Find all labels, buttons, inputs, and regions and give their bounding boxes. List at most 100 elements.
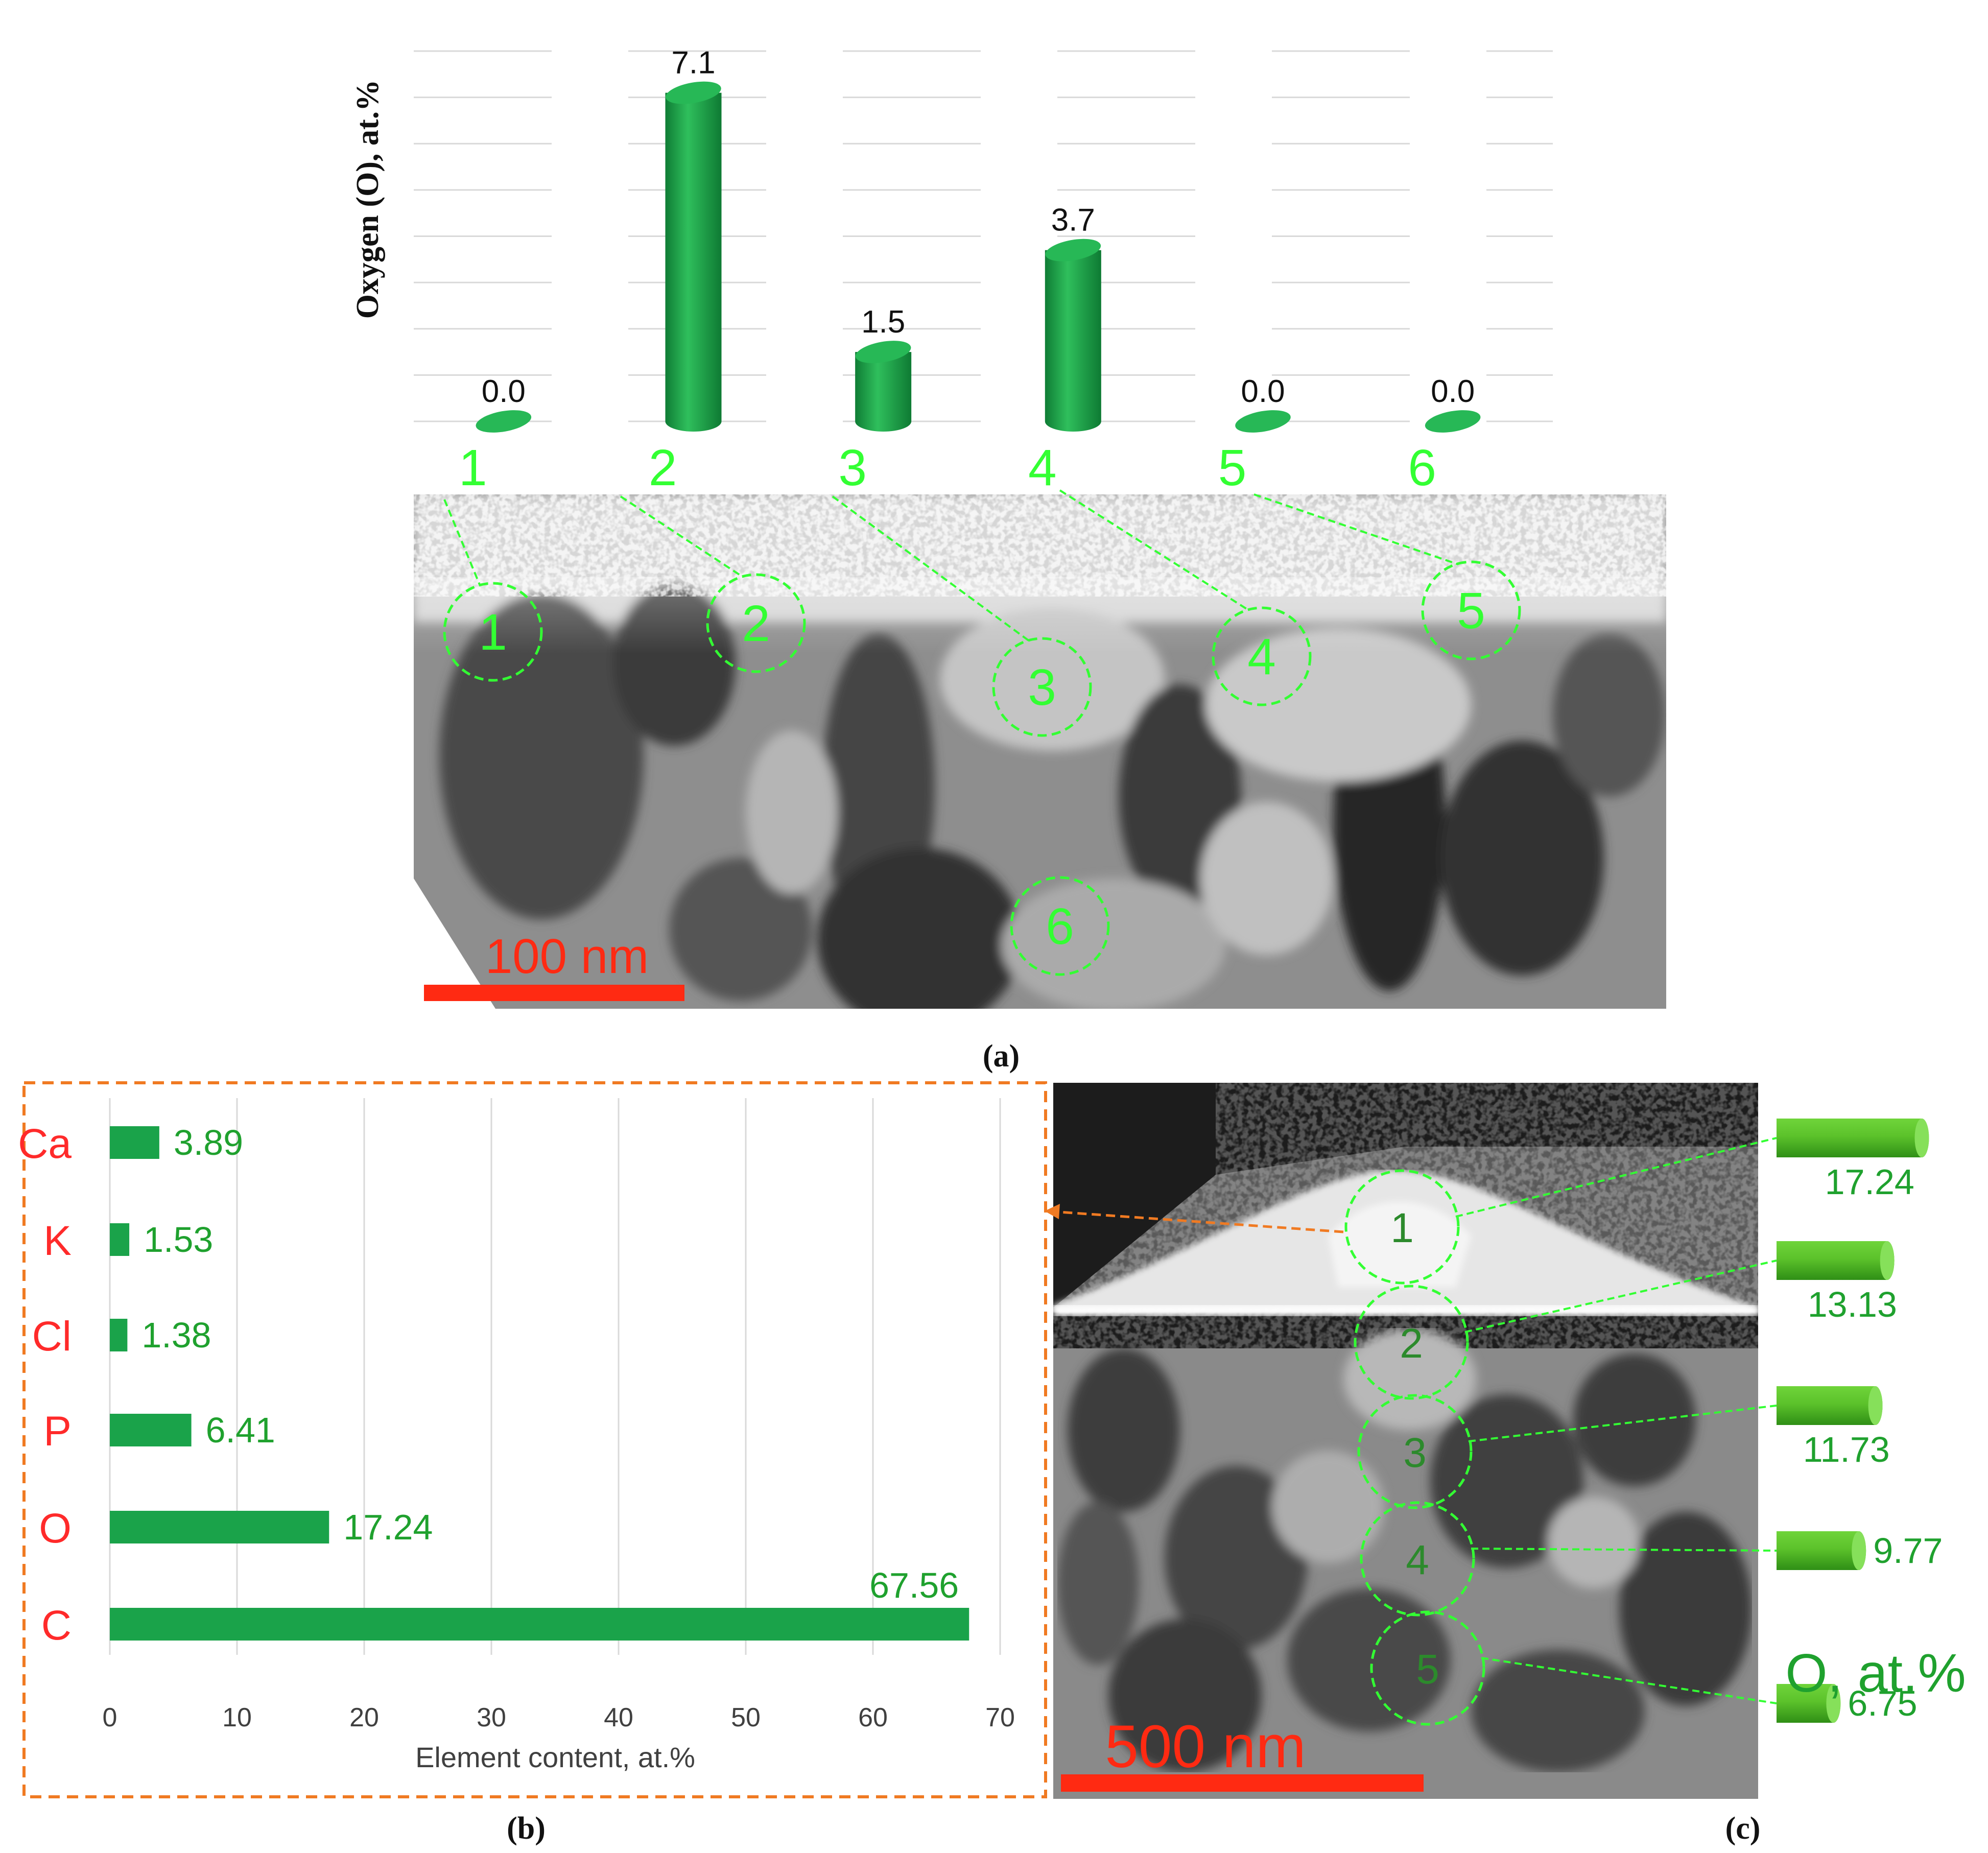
chart-a-ylabel: Oxygen (O), at.%: [350, 80, 385, 319]
scale-bar-c: [1061, 1774, 1424, 1792]
marker-circle: [1370, 1610, 1485, 1726]
category-label: 4: [1028, 439, 1057, 496]
value-label: 67.56: [869, 1565, 959, 1605]
bar: [110, 1126, 159, 1159]
marker-circle: [1212, 606, 1312, 706]
marker-circle: [706, 573, 806, 673]
value-label: 0.0: [482, 374, 526, 409]
marker-circle: [1344, 1169, 1460, 1285]
marker-5: 5: [1253, 493, 1521, 660]
value-label: 6.75: [1848, 1683, 1917, 1723]
marker-leader: [1464, 1260, 1777, 1333]
bar-cap: [1425, 410, 1481, 433]
value-label: 3.7: [1051, 203, 1095, 238]
panel-b-frame: [22, 1081, 1047, 1798]
chart-a-gridlines: [414, 50, 1553, 422]
bar-O: O 17.24: [39, 1505, 433, 1552]
bar-5: 0.05: [1218, 374, 1291, 496]
chart-b-xlabel: Element content, at.%: [415, 1741, 695, 1773]
marker-label: 1: [479, 604, 507, 661]
marker-circle: [1010, 876, 1110, 976]
marker-circle: [1354, 1285, 1469, 1400]
marker-5: 5: [1370, 1610, 1777, 1726]
tick-label: 40: [604, 1703, 633, 1732]
bar-4: 3.74: [1028, 203, 1101, 496]
bar-cap: [1045, 239, 1101, 262]
category-label: 5: [1218, 439, 1247, 496]
marker-label: 4: [1247, 628, 1276, 685]
bar-body: [855, 352, 912, 432]
panel-a: Oxygen (O), at.% 0.017.121.533.740.050.0…: [350, 45, 1666, 1074]
marker-leader: [1253, 493, 1459, 565]
bar-cap: [1914, 1119, 1929, 1157]
value-label: 13.13: [1808, 1285, 1897, 1324]
marker-label: 2: [1400, 1320, 1423, 1367]
category-label: 2: [649, 439, 677, 496]
chart-b-tick-labels: 0 10 20 30 40 50 60 70: [103, 1703, 1015, 1732]
bar-1: 17.24: [1777, 1119, 1929, 1202]
bar-Ca: Ca 3.89: [18, 1121, 243, 1167]
marker-label: 5: [1416, 1646, 1439, 1693]
marker-6: 6: [1010, 876, 1110, 976]
panel-b-label: (b): [507, 1811, 546, 1846]
marker-leader: [1471, 1548, 1777, 1552]
value-label: 9.77: [1873, 1531, 1943, 1571]
marker-leader: [1481, 1657, 1777, 1704]
arrow-c-to-b: [1045, 1204, 1344, 1233]
bar-Cl: Cl 1.38: [32, 1313, 211, 1360]
marker-2: 2: [1354, 1260, 1777, 1400]
category-label: O: [39, 1505, 72, 1552]
bar-cap: [476, 410, 532, 433]
chart-c-bars: 17.24 13.13 11.73 9.77 6.75: [1777, 1119, 1943, 1723]
bar: [110, 1223, 130, 1256]
tick-label: 50: [731, 1703, 761, 1732]
bar-2: 7.12: [649, 45, 722, 496]
marker-label: 3: [1028, 659, 1056, 716]
category-label: Ca: [18, 1121, 72, 1167]
bar-cap: [1852, 1531, 1866, 1570]
bar-1: 0.01: [459, 374, 532, 496]
bar-body: [1777, 1119, 1929, 1157]
bar: [110, 1511, 329, 1543]
marker-label: 3: [1403, 1430, 1427, 1476]
bar-cap: [666, 81, 721, 104]
scale-bar-c-label: 500 nm: [1105, 1713, 1306, 1780]
marker-leader: [832, 495, 1030, 642]
chart-a-bars: 0.017.121.533.740.050.06: [459, 45, 1481, 496]
tick-label: 10: [222, 1703, 252, 1732]
bar-3: 1.53: [838, 304, 912, 496]
bar-cap: [1235, 410, 1291, 433]
marker-leader: [443, 499, 481, 586]
marker-label: 5: [1457, 582, 1485, 639]
bar-K: K 1.53: [43, 1218, 213, 1264]
panel-b: Ca 3.89 K 1.53 Cl 1.38 P 6.41 O 17.24 C 67.56 0 10 20…: [18, 1081, 1047, 1846]
marker-label: 1: [1390, 1205, 1414, 1251]
value-label: 6.41: [206, 1410, 275, 1450]
panel-c: 1 2 3 4 5 500 nm 17.24 13.13 11.73 9.77 6.75 O, …: [1045, 1083, 1966, 1846]
bar: [110, 1414, 192, 1446]
bar-C: C 67.56: [41, 1565, 969, 1649]
marker-circle: [1421, 560, 1521, 660]
bar-cap: [855, 341, 911, 363]
bar-6: 0.06: [1408, 374, 1481, 496]
marker-label: 6: [1046, 898, 1074, 955]
micrograph-c: 1 2 3 4 5 500 nm: [1053, 1083, 1777, 1799]
bar-body: [1777, 1684, 1841, 1723]
category-label: K: [43, 1218, 72, 1264]
tick-label: 30: [477, 1703, 506, 1732]
value-label: 3.89: [174, 1123, 243, 1162]
marker-circle: [443, 582, 543, 682]
value-label: 1.53: [144, 1220, 213, 1260]
marker-4: 4: [1059, 489, 1312, 706]
bar-5: 6.75: [1777, 1683, 1918, 1723]
panel-a-label: (a): [983, 1039, 1020, 1074]
category-label: C: [41, 1602, 72, 1649]
bar-P: P 6.41: [43, 1408, 275, 1455]
value-label: 11.73: [1803, 1430, 1890, 1469]
bar-body: [1777, 1386, 1883, 1425]
marker-circle: [1357, 1394, 1473, 1509]
micrograph-a-markers: 1 2 3 4 5 6: [443, 489, 1521, 976]
marker-leader: [1455, 1137, 1777, 1218]
category-label: P: [43, 1408, 72, 1455]
marker-label: 2: [742, 595, 770, 652]
